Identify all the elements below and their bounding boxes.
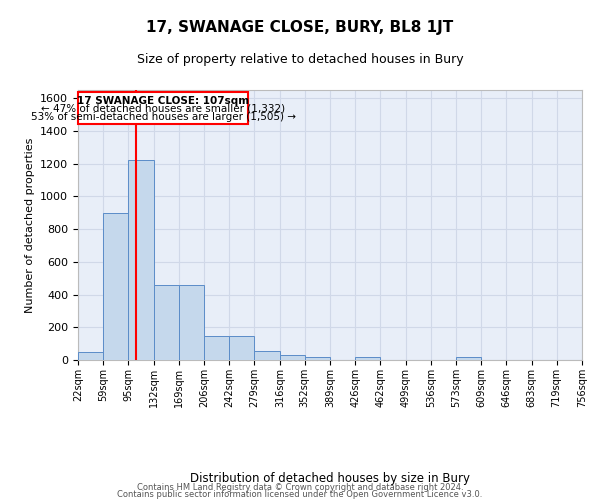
Y-axis label: Number of detached properties: Number of detached properties	[25, 138, 35, 312]
Text: ← 47% of detached houses are smaller (1,332): ← 47% of detached houses are smaller (1,…	[41, 104, 285, 114]
Text: Contains public sector information licensed under the Open Government Licence v3: Contains public sector information licen…	[118, 490, 482, 499]
Text: Contains HM Land Registry data © Crown copyright and database right 2024.: Contains HM Land Registry data © Crown c…	[137, 484, 463, 492]
Bar	[205, 336, 229, 360]
FancyBboxPatch shape	[78, 92, 248, 124]
Bar	[457, 356, 481, 360]
Bar	[179, 284, 205, 360]
Bar	[128, 160, 154, 360]
Text: 17 SWANAGE CLOSE: 107sqm: 17 SWANAGE CLOSE: 107sqm	[77, 96, 249, 106]
Text: 17, SWANAGE CLOSE, BURY, BL8 1JT: 17, SWANAGE CLOSE, BURY, BL8 1JT	[146, 20, 454, 35]
Bar	[103, 212, 128, 360]
Bar	[154, 284, 179, 360]
Bar	[305, 356, 330, 360]
Bar	[355, 356, 380, 360]
Bar	[254, 351, 280, 360]
Bar	[229, 336, 254, 360]
Bar	[78, 352, 103, 360]
Text: 53% of semi-detached houses are larger (1,505) →: 53% of semi-detached houses are larger (…	[31, 112, 296, 122]
Text: Size of property relative to detached houses in Bury: Size of property relative to detached ho…	[137, 52, 463, 66]
Bar	[280, 356, 305, 360]
Text: Distribution of detached houses by size in Bury: Distribution of detached houses by size …	[190, 472, 470, 485]
